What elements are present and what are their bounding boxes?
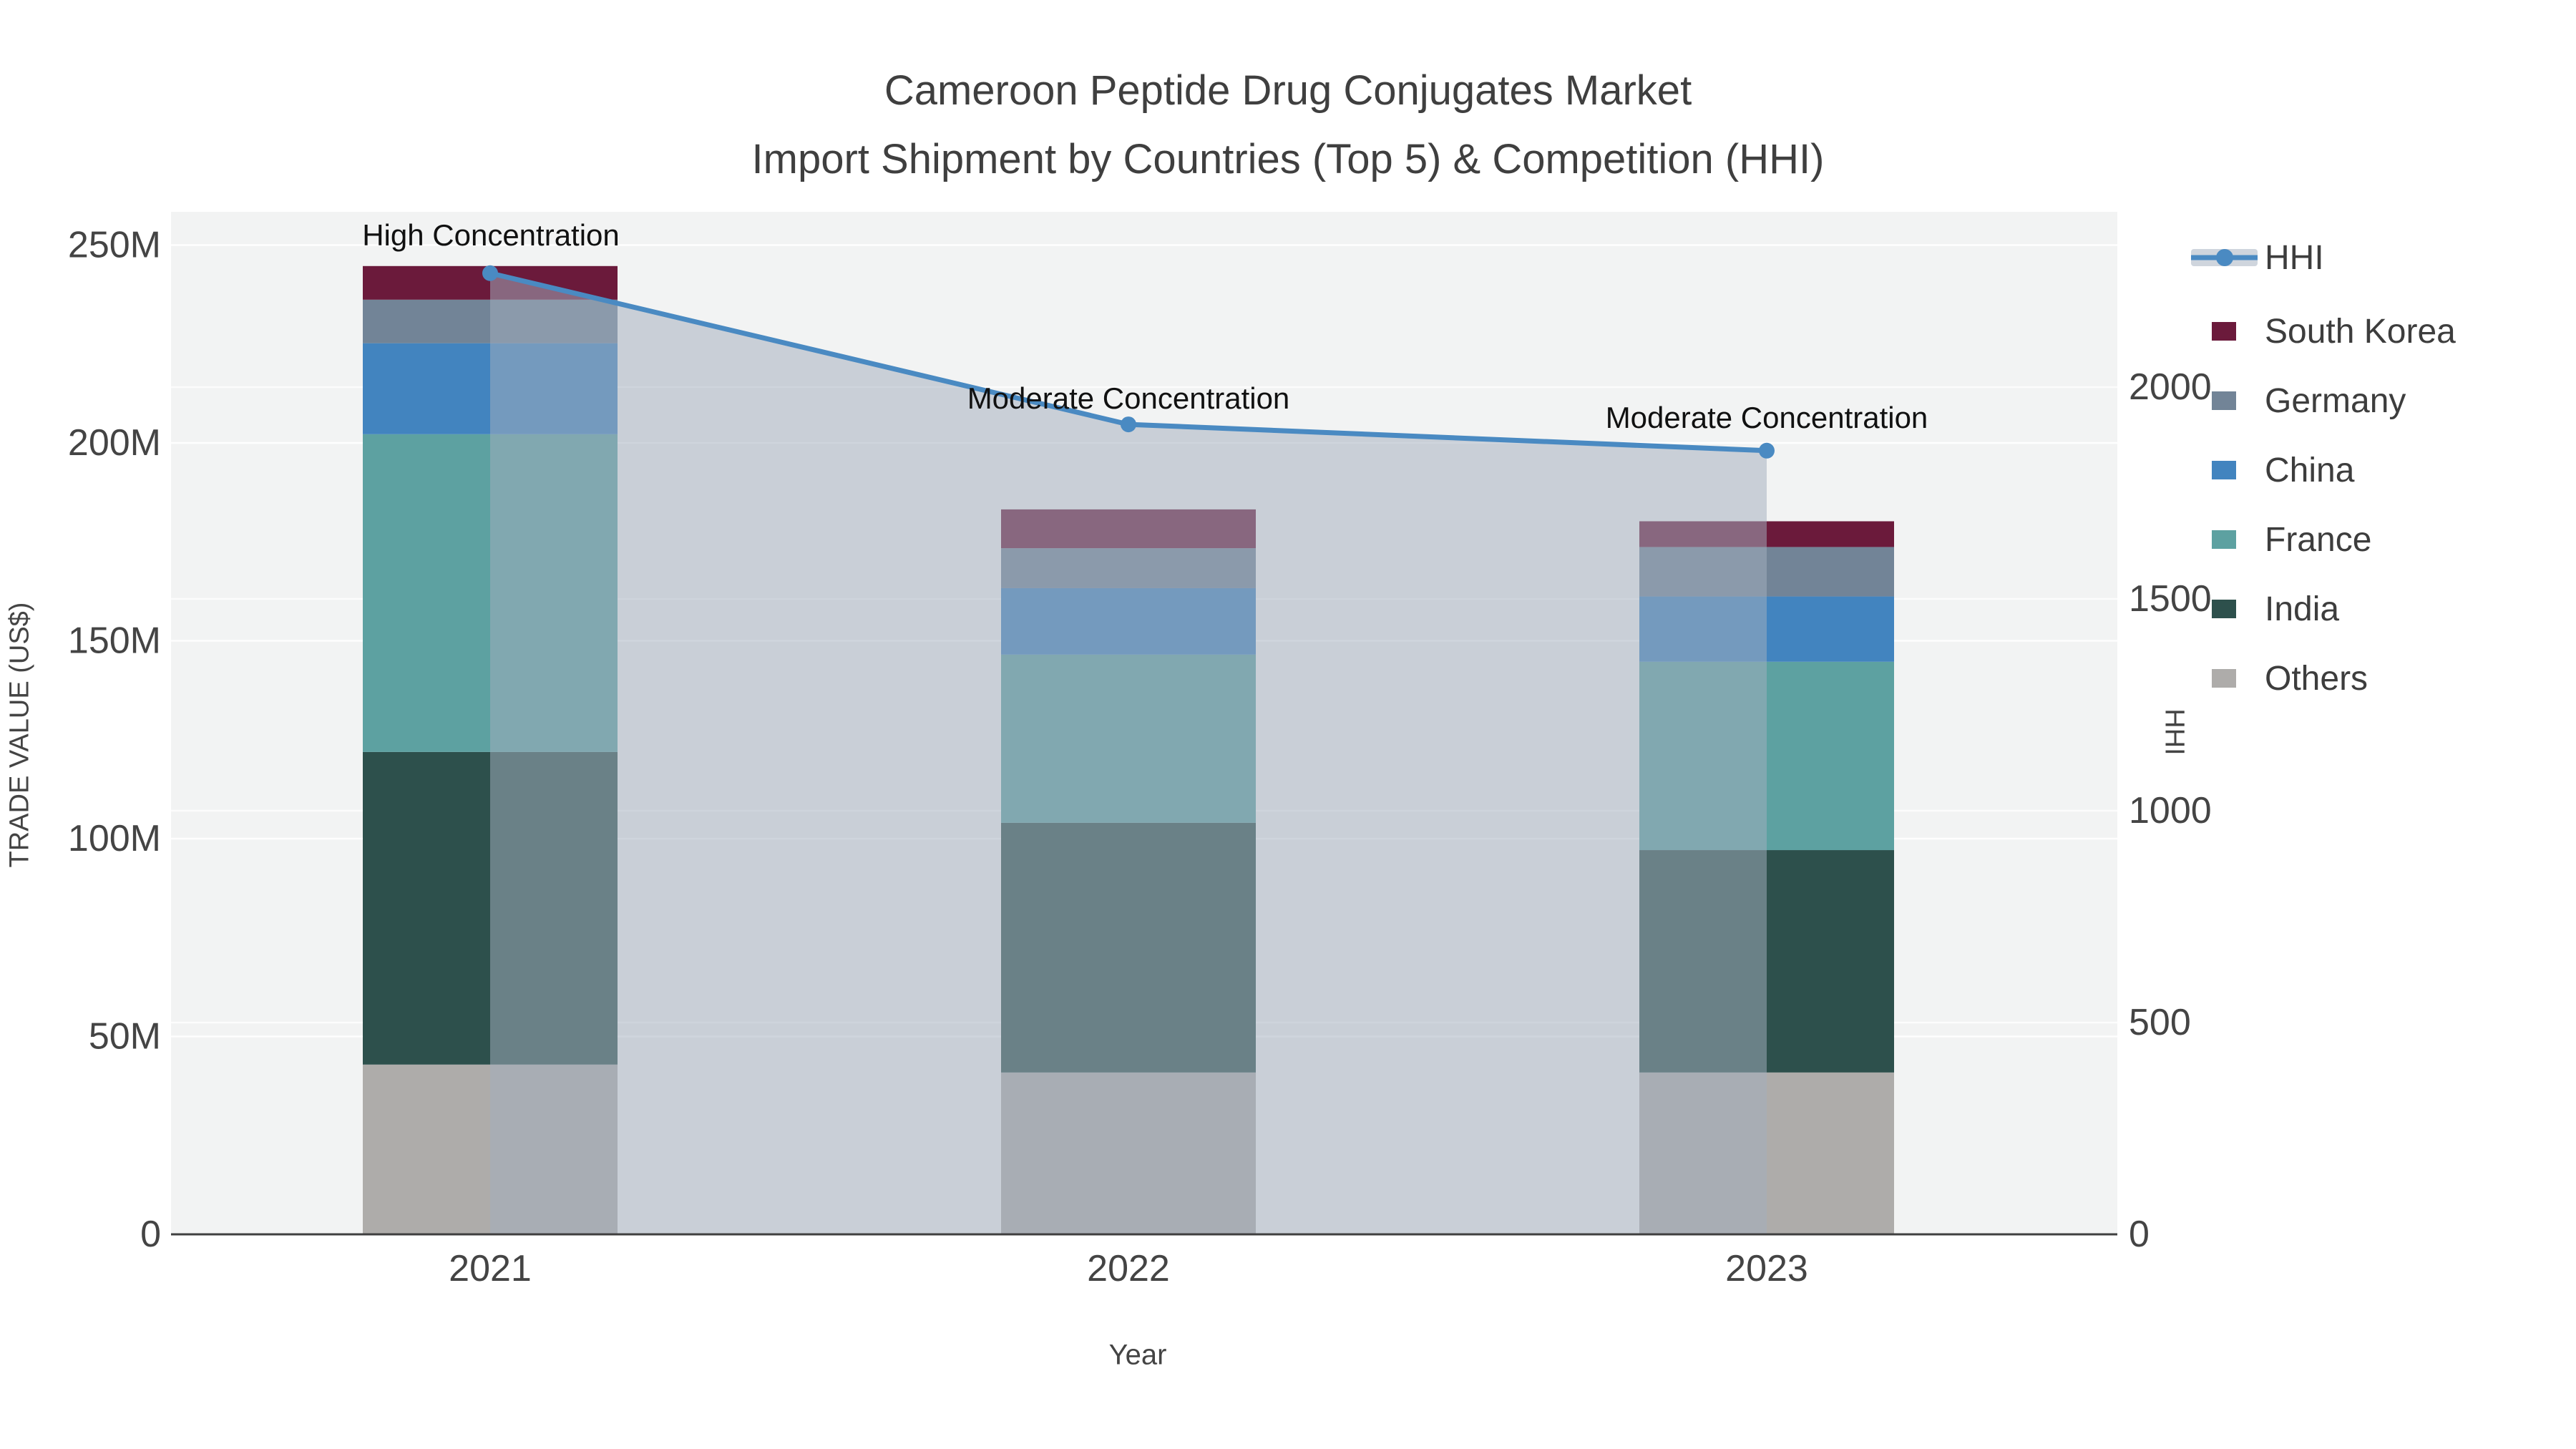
y-left-tick-label: 50M [89, 1016, 161, 1058]
hhi-marker-2021[interactable] [482, 265, 498, 281]
legend-swatch-icon [2212, 530, 2236, 549]
x-tick-label: 2023 [1725, 1248, 1808, 1289]
y-left-tick-label: 100M [68, 818, 161, 859]
legend-swatch-icon [2212, 391, 2236, 410]
y-right-tick-label: 1000 [2129, 790, 2212, 831]
legend-item-others[interactable]: Others [2212, 657, 2368, 700]
hhi-area-swatch-icon [2191, 249, 2258, 266]
x-axis-title: Year [1108, 1339, 1167, 1371]
annotation-2022: Moderate Concentration [967, 381, 1290, 415]
y-left-tick-label: 250M [68, 225, 161, 266]
x-tick-label: 2022 [1087, 1248, 1170, 1289]
legend-item-hhi[interactable]: HHI [2191, 236, 2324, 279]
y-right-tick-label: 1500 [2129, 578, 2212, 620]
y-right-tick-label: 500 [2129, 1002, 2191, 1043]
legend-label: Germany [2265, 381, 2406, 420]
legend-label: China [2265, 451, 2355, 489]
hhi-marker-2022[interactable] [1121, 416, 1136, 433]
chart-title-line2: Import Shipment by Countries (Top 5) & C… [751, 136, 1825, 182]
hhi-marker-2023[interactable] [1759, 442, 1775, 459]
hhi-area-fill [490, 273, 1767, 1235]
legend-label: HHI [2265, 238, 2324, 277]
legend-item-south-korea[interactable]: South Korea [2212, 310, 2456, 353]
legend-label: India [2265, 590, 2340, 628]
chart-title: Cameroon Peptide Drug Conjugates Market … [0, 57, 2576, 194]
legend-label: Others [2265, 659, 2368, 698]
annotation-2021: High Concentration [362, 218, 620, 252]
y-left-tick-label: 150M [68, 620, 161, 662]
x-tick-label: 2021 [449, 1248, 532, 1289]
chart-title-line1: Cameroon Peptide Drug Conjugates Market [884, 67, 1692, 114]
y-left-tick-label: 0 [140, 1214, 161, 1255]
legend-swatch-icon [2212, 669, 2236, 688]
y-right-tick-label: 2000 [2129, 366, 2212, 408]
legend-swatch-icon [2212, 600, 2236, 618]
y-right-axis-title: HHI [2159, 708, 2190, 756]
legend-item-germany[interactable]: Germany [2212, 379, 2406, 422]
legend-swatch-icon [2212, 461, 2236, 479]
legend-item-india[interactable]: India [2212, 587, 2339, 630]
legend-label: South Korea [2265, 312, 2456, 351]
y-right-tick-label: 0 [2129, 1214, 2150, 1255]
hhi-marker-icon [2215, 249, 2233, 266]
legend-swatch-icon [2212, 322, 2236, 341]
y-left-tick-label: 200M [68, 422, 161, 464]
legend-item-france[interactable]: France [2212, 518, 2371, 561]
legend-item-china[interactable]: China [2212, 449, 2354, 492]
y-left-axis-title: TRADE VALUE (US$) [4, 602, 35, 868]
legend-label: France [2265, 520, 2372, 559]
annotation-2023: Moderate Concentration [1605, 401, 1928, 434]
